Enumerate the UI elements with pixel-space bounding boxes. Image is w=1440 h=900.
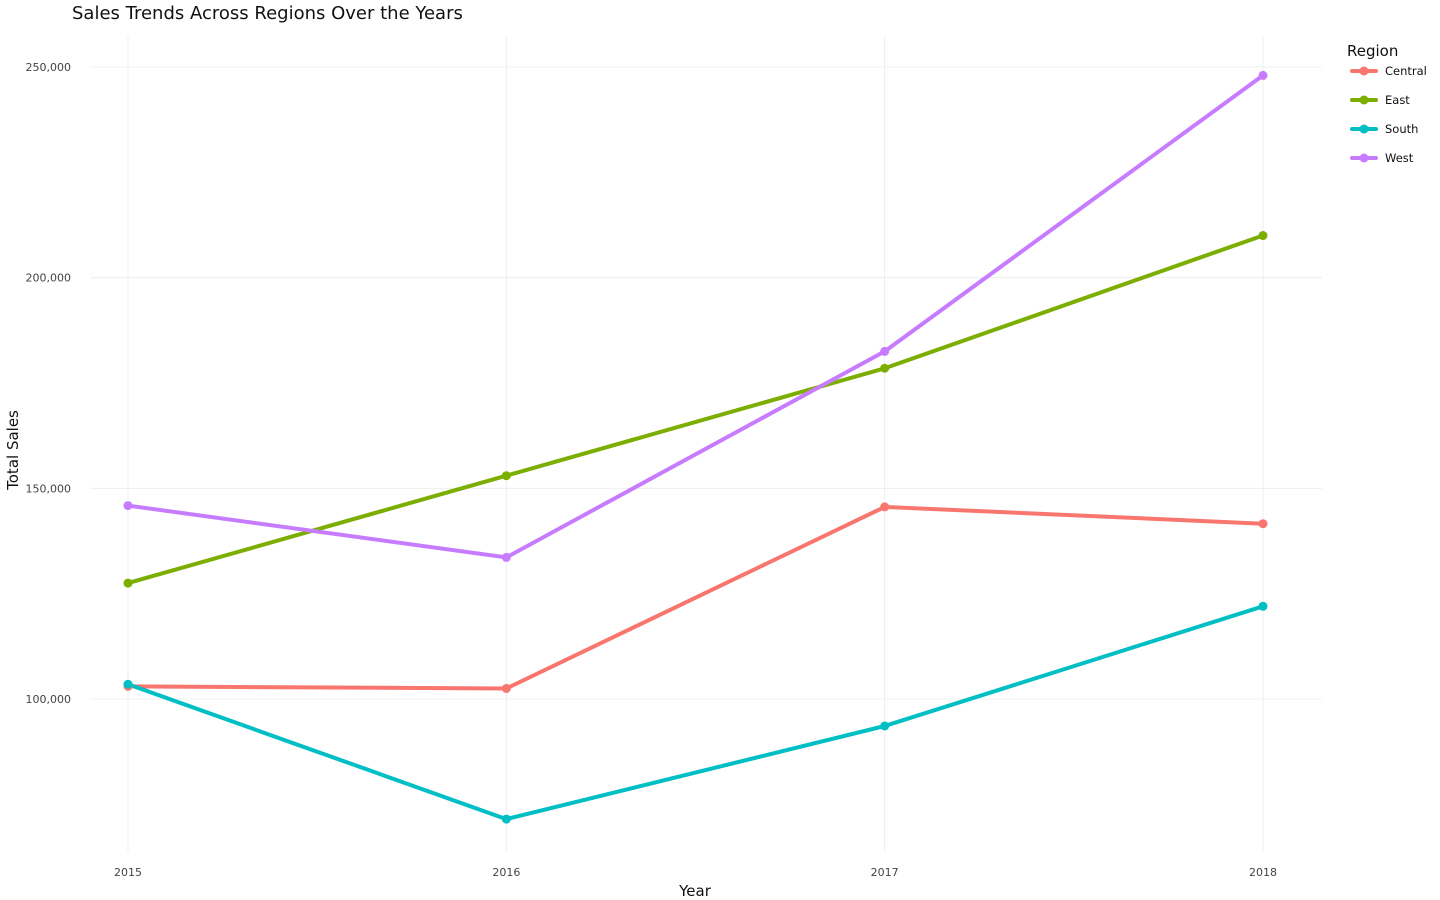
legend: Region Central East South West: [1347, 42, 1427, 165]
series-line-east: [126, 233, 1265, 586]
grid: [90, 36, 1322, 852]
legend-swatch-point-east: [1359, 95, 1369, 105]
data-point-south-2016: [501, 814, 511, 824]
x-axis-title: Year: [678, 882, 712, 900]
x-tick-label: 2018: [1249, 866, 1277, 879]
y-tick-label: 150,000: [26, 482, 72, 495]
legend-item-east: East: [1350, 93, 1410, 107]
x-tick-label: 2015: [114, 866, 142, 879]
data-point-east-2015: [123, 578, 133, 588]
data-point-east-2016: [501, 471, 511, 481]
legend-item-south: South: [1350, 122, 1418, 136]
data-point-east-2017: [880, 363, 890, 373]
chart-title: Sales Trends Across Regions Over the Yea…: [72, 3, 463, 24]
data-point-south-2017: [880, 721, 890, 731]
legend-items: Central East South West: [1350, 64, 1427, 165]
data-point-central-2017: [880, 502, 890, 512]
legend-label-south: South: [1385, 122, 1418, 136]
legend-title: Region: [1347, 42, 1398, 60]
series-line-central: [126, 504, 1265, 691]
data-point-central-2018: [1258, 519, 1268, 529]
legend-label-east: East: [1385, 93, 1410, 107]
data-point-central-2016: [501, 683, 511, 693]
y-tick-label: 100,000: [26, 693, 72, 706]
data-point-west-2016: [501, 552, 511, 562]
y-tick-label: 200,000: [26, 272, 72, 285]
data-point-south-2015: [123, 679, 133, 689]
legend-label-west: West: [1385, 151, 1414, 165]
legend-item-central: Central: [1350, 64, 1427, 78]
y-tick-label: 250,000: [26, 61, 72, 74]
series-line-west: [126, 73, 1265, 560]
x-tick-label: 2016: [492, 866, 520, 879]
series-points: [123, 70, 1268, 824]
data-point-south-2018: [1258, 601, 1268, 611]
legend-swatch-point-west: [1359, 153, 1369, 163]
data-point-east-2018: [1258, 231, 1268, 241]
x-tick-label: 2017: [871, 866, 899, 879]
y-axis-ticks: 100,000 150,000 200,000 250,000: [26, 61, 72, 706]
series-line-south: [126, 604, 1265, 822]
legend-label-central: Central: [1385, 64, 1427, 78]
legend-swatch-point-south: [1359, 124, 1369, 134]
legend-item-west: West: [1350, 151, 1414, 165]
data-point-west-2015: [123, 501, 133, 511]
data-point-west-2017: [880, 346, 890, 356]
y-axis-title: Total Sales: [4, 410, 22, 491]
series-lines: [126, 73, 1265, 822]
x-axis-ticks: 2015 2016 2017 2018: [114, 866, 1277, 879]
data-point-west-2018: [1258, 70, 1268, 80]
legend-swatch-point-central: [1359, 66, 1369, 76]
